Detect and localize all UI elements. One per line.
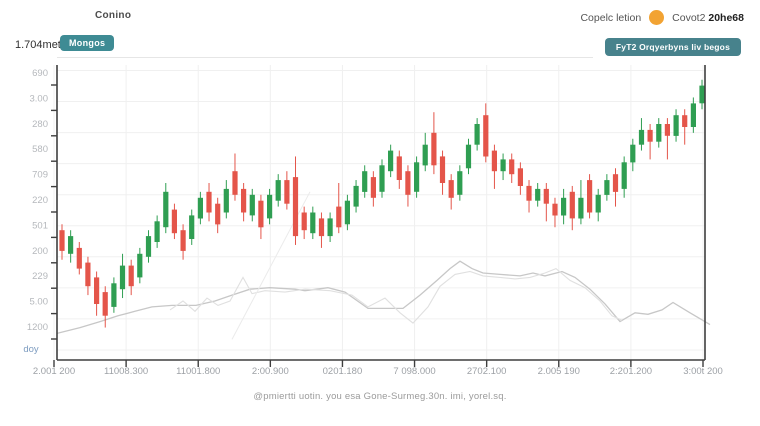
legend-label: Copelc letion [580, 11, 642, 24]
x-axis-label: 2:201.200 [610, 366, 652, 377]
price-value: 1.704met [15, 39, 61, 51]
legend-item[interactable]: Copelc letion Covot2 20he68 [580, 10, 744, 25]
options-button[interactable]: FyT2 Orqyerbyns liv begos [604, 38, 741, 56]
page-title: Conino [95, 10, 132, 21]
line-series-layer [56, 191, 711, 340]
x-axis-label: 3:00t 200 [683, 366, 723, 377]
y-axis-label: 229 [32, 271, 48, 282]
axes-layer [51, 65, 706, 367]
faint-line [169, 267, 623, 324]
x-axis-label: 11001.800 [176, 366, 220, 377]
y-axis-label: 5.00 [30, 297, 49, 308]
x-axis-label: 0201.180 [323, 366, 363, 377]
y-axis-label: 200 [32, 246, 48, 257]
x-axis-label: 11008.300 [104, 366, 148, 377]
x-axis-label: 2.001 200 [33, 366, 75, 377]
y-axis-label: 1200 [27, 322, 48, 333]
x-axis-label: 2.005 190 [538, 366, 580, 377]
symbol-badge[interactable]: Mongos [60, 35, 115, 51]
y-axis-label: 690 [32, 68, 48, 79]
grid-layer [53, 65, 705, 360]
corner-axis-label: doy [23, 344, 39, 355]
ma-line [56, 260, 711, 335]
axis-labels-layer: 690 3.00 280 580 709 220 501 200 229 5.00 1200 2.00… [23, 68, 722, 377]
candles-layer [59, 79, 705, 328]
y-axis-label: 709 [32, 170, 48, 181]
footer-caption: @pmiertti uotin. you esa Gone-Surmeg.30n… [253, 391, 507, 402]
x-axis-label: 2:00.900 [252, 366, 289, 377]
legend-dot-icon [649, 10, 665, 25]
y-axis-label: 3.00 [30, 93, 49, 104]
x-axis-label: 2702.100 [467, 366, 507, 377]
x-axis-label: 7 098.000 [393, 366, 435, 377]
y-axis-label: 220 [32, 195, 48, 206]
y-axis-label: 501 [32, 220, 48, 231]
header-divider [57, 57, 593, 58]
y-axis-label: 580 [32, 144, 48, 155]
legend-value: Covot2 20he68 [672, 11, 744, 24]
y-axis-label: 280 [32, 119, 48, 130]
